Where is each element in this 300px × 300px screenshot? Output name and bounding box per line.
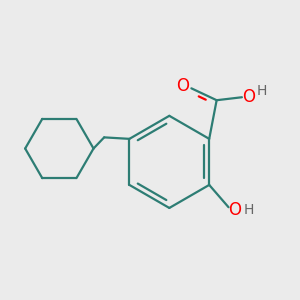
Text: O: O [242, 88, 255, 106]
Text: H: H [257, 84, 267, 98]
Text: H: H [244, 202, 254, 217]
Text: O: O [177, 77, 190, 95]
Text: O: O [229, 201, 242, 219]
